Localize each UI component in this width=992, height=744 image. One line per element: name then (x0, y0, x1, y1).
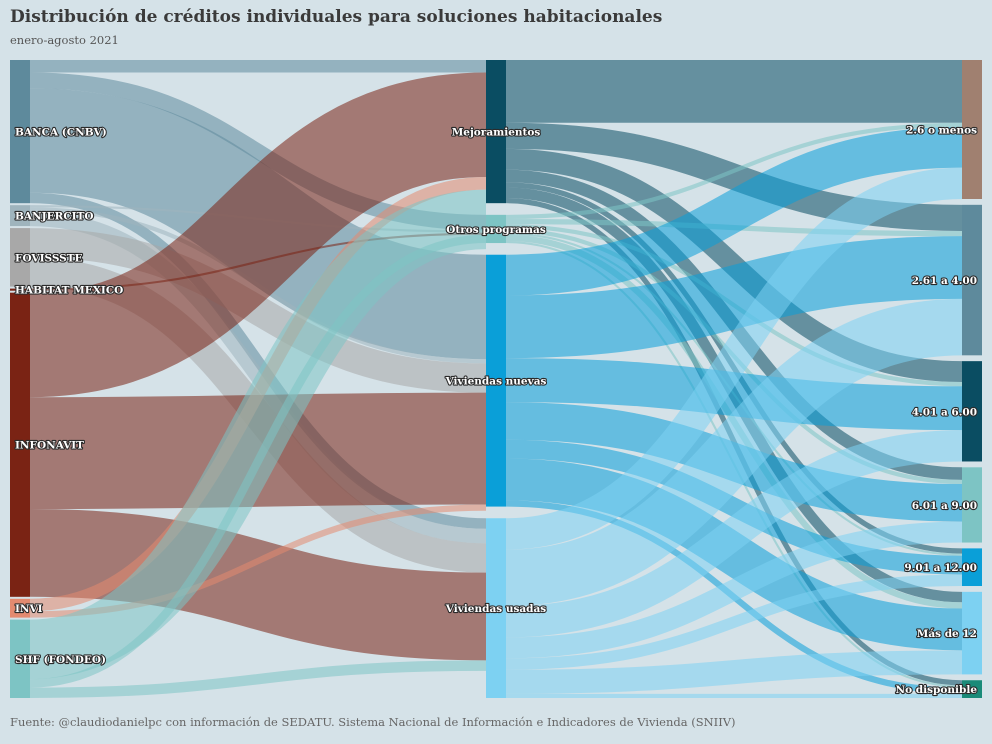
sankey-labels: BANCA (CNBV) BANJERCITO FOVISSSTE HABITAT M… (14, 123, 979, 697)
node-label-2-6-o-menos: 2.6 o menos (906, 124, 977, 136)
node-label-2-61-a-4-00: 2.61 a 4.00 (912, 275, 977, 287)
link-viviendas-nuevas-to-9-01-a-12-00 (505, 439, 963, 575)
node-label-6-01-a-9-00: 6.01 a 9.00 (912, 500, 977, 512)
link-otros-programas-to-2-6-o-menos (505, 122, 963, 220)
node-viviendas-usadas (486, 518, 506, 698)
link-viviendas-usadas-to-9-01-a-12-00 (505, 574, 963, 670)
node-label-otros-programas: Otros programas (446, 224, 546, 236)
node-label-viviendas-nuevas: Viviendas nuevas (445, 376, 547, 388)
node-label-9-01-a-12-00: 9.01 a 12.00 (904, 562, 977, 574)
node-infonavit (10, 292, 30, 597)
node-label-viviendas-usadas: Viviendas usadas (445, 603, 547, 615)
node-banjercito (10, 205, 30, 227)
link-shf-fondeo-to-otros-programas (29, 234, 487, 688)
node-label-no-disponible: No disponible (896, 684, 978, 696)
node-otros-programas (486, 214, 506, 244)
node-shf-fondeo (10, 619, 30, 698)
link-viviendas-nuevas-to-2-6-o-menos (505, 126, 963, 296)
link-viviendas-nuevas-to-mas-de-12 (505, 458, 963, 651)
node-label-banca-cnbv: BANCA (CNBV) (15, 127, 107, 139)
link-viviendas-usadas-to-6-01-a-9-00 (505, 521, 963, 659)
node-6-01-a-9-00 (962, 467, 982, 543)
link-viviendas-usadas-to-4-01-a-6-00 (505, 430, 963, 638)
node-fovissste (10, 228, 30, 287)
chart-subtitle: enero-agosto 2021 (10, 33, 119, 47)
node-label-mejoramientos: Mejoramientos (452, 127, 541, 139)
node-label-habitat-mexico: HABITAT MEXICO (15, 285, 123, 297)
source-note: Fuente: @claudiodanielpc con información… (10, 715, 736, 729)
node-viviendas-nuevas (486, 254, 506, 507)
link-viviendas-nuevas-to-2-61-a-4-00 (505, 236, 963, 359)
node-label-shf-fondeo: SHF (FONDEO) (15, 654, 106, 666)
node-4-01-a-6-00 (962, 361, 982, 462)
node-2-6-o-menos (962, 60, 982, 199)
link-viviendas-nuevas-to-4-01-a-6-00 (505, 358, 963, 431)
link-viviendas-usadas-to-mas-de-12 (505, 650, 963, 694)
link-viviendas-usadas-to-2-61-a-4-00 (505, 298, 963, 607)
chart-title: Distribución de créditos individuales pa… (10, 7, 663, 27)
node-invi (10, 598, 30, 618)
link-infonavit-to-viviendas-usadas (29, 509, 487, 661)
node-no-disponible (962, 680, 982, 698)
node-habitat-mexico (10, 288, 30, 291)
node-label-invi: INVI (15, 603, 43, 615)
link-viviendas-usadas-to-2-6-o-menos (505, 167, 963, 550)
link-fovissste-to-viviendas-nuevas (29, 228, 487, 393)
node-label-mas-de-12: Más de 12 (917, 628, 977, 640)
node-9-01-a-12-00 (962, 548, 982, 587)
sankey-nodes (10, 60, 982, 698)
link-shf-fondeo-to-viviendas-usadas (29, 660, 487, 699)
sankey-links (28, 60, 963, 699)
node-label-infonavit: INFONAVIT (15, 440, 84, 452)
node-mas-de-12 (962, 591, 982, 675)
link-shf-fondeo-to-mejoramientos (28, 189, 488, 680)
node-mejoramientos (486, 60, 506, 204)
node-banca-cnbv (10, 60, 30, 204)
node-2-61-a-4-00 (962, 204, 982, 356)
link-infonavit-to-mejoramientos (28, 72, 488, 398)
node-label-banjercito: BANJERCITO (15, 211, 94, 223)
node-label-fovissste: FOVISSSTE (15, 252, 83, 264)
node-label-4-01-a-6-00: 4.01 a 6.00 (912, 406, 977, 418)
